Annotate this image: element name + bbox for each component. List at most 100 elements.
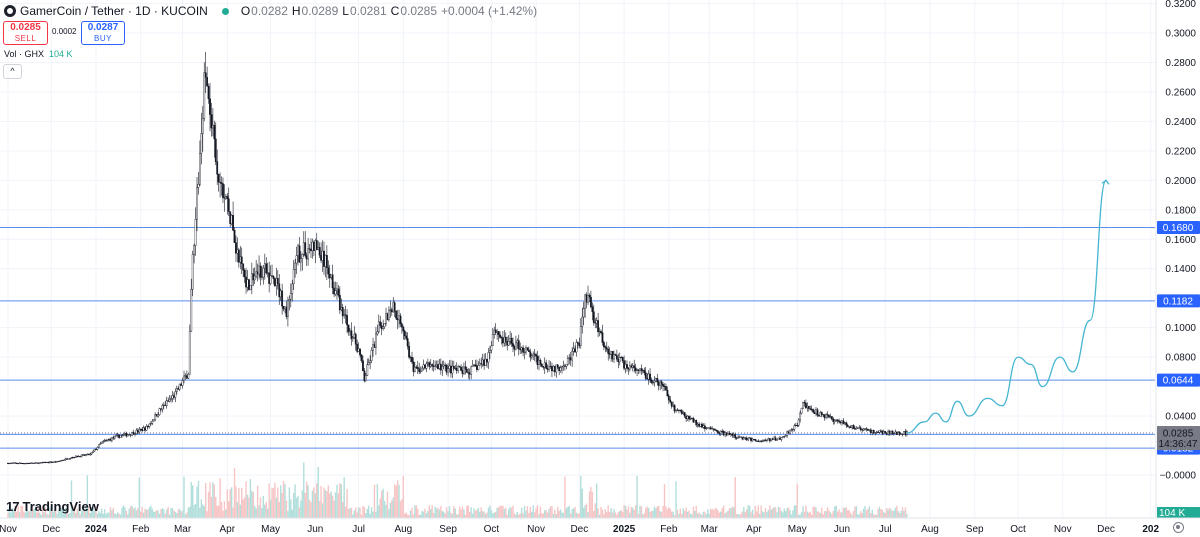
- volume-bar: [451, 513, 454, 518]
- volume-bar: [658, 505, 660, 518]
- volume-bar: [653, 506, 656, 518]
- volume-tag-label: 104 K: [1159, 508, 1185, 519]
- volume-bar: [105, 513, 107, 518]
- candle-body: [314, 240, 317, 251]
- candle-body: [780, 437, 783, 440]
- volume-bar: [274, 482, 276, 518]
- volume-bar: [285, 500, 288, 518]
- gamercoin-icon: [4, 5, 16, 17]
- candle-body: [732, 434, 735, 436]
- candle-body: [656, 378, 659, 383]
- volume-bar: [265, 501, 267, 518]
- chevron-up-icon[interactable]: ^: [3, 64, 22, 79]
- tradingview-logo[interactable]: 17 TradingView: [6, 497, 99, 515]
- candle-body: [568, 357, 571, 359]
- volume-legend[interactable]: Vol · GHX 104 K: [4, 49, 73, 59]
- volume-bar: [756, 511, 758, 518]
- candle-body: [689, 418, 692, 420]
- candle-body: [888, 431, 891, 434]
- candle-body: [226, 195, 229, 199]
- candle-body: [12, 462, 15, 464]
- volume-bar: [901, 507, 904, 518]
- volume-bar: [63, 514, 65, 518]
- volume-bar: [95, 506, 97, 518]
- volume-bar: [267, 508, 269, 518]
- candle-body: [402, 326, 405, 332]
- volume-bar: [890, 509, 892, 518]
- candle-body: [57, 461, 60, 463]
- volume-bar: [77, 510, 80, 518]
- volume-bar: [225, 509, 227, 518]
- candle-body: [360, 354, 363, 361]
- candle-body: [148, 423, 151, 427]
- candle-body: [523, 351, 526, 353]
- candle-body: [167, 400, 170, 402]
- volume-bar: [121, 507, 123, 518]
- volume-bar: [777, 506, 780, 518]
- time-tick-label: Oct: [484, 524, 500, 535]
- volume-bar: [191, 485, 194, 518]
- volume-bar: [308, 499, 311, 518]
- candle-body: [724, 432, 726, 436]
- candle-body: [504, 336, 507, 342]
- candle-body: [356, 344, 359, 352]
- candle-body: [699, 423, 702, 427]
- volume-bar: [356, 512, 358, 518]
- candle-body: [385, 313, 387, 324]
- buy-button[interactable]: 0.0287 BUY: [81, 21, 125, 45]
- candle-body: [845, 422, 848, 426]
- volume-bar: [831, 513, 833, 518]
- volume-bar: [828, 510, 830, 518]
- candle-body: [82, 454, 84, 456]
- time-tick-label: Apr: [746, 524, 762, 535]
- volume-bar: [466, 506, 468, 518]
- candle-body: [621, 357, 624, 361]
- volume-bar: [663, 484, 666, 518]
- volume-bar: [757, 505, 759, 518]
- candle-body: [63, 459, 66, 461]
- candle-body: [701, 423, 703, 428]
- gear-icon[interactable]: [1173, 522, 1184, 533]
- candle-body: [92, 450, 95, 453]
- time-axis: Nov Dec 2024 Feb Mar Apr May Jun Jul Aug Sep Oct Nov…: [0, 517, 1200, 535]
- volume-bar: [611, 512, 614, 518]
- candle-body: [536, 356, 539, 365]
- candle-body: [61, 460, 64, 462]
- candle-body: [99, 443, 102, 445]
- candle-body: [380, 325, 383, 330]
- candle-body: [87, 453, 90, 456]
- candle-body: [682, 412, 685, 414]
- candle-body: [727, 433, 729, 436]
- candle-body: [139, 428, 142, 430]
- volume-bar: [541, 513, 543, 518]
- candle-body: [839, 421, 842, 423]
- volume-bar: [248, 497, 250, 518]
- volume-bars: [7, 462, 908, 518]
- volume-bar: [414, 505, 416, 518]
- candle-body: [841, 420, 843, 423]
- volume-bar: [535, 507, 537, 518]
- candle-body: [207, 86, 210, 99]
- volume-bar: [536, 505, 539, 518]
- candle-body: [620, 357, 623, 359]
- volume-bar: [318, 500, 321, 518]
- price-tick-label: 0.1600: [1165, 235, 1196, 246]
- symbol-title[interactable]: GamerCoin / Tether · 1D · KUCOIN: [20, 4, 208, 18]
- volume-bar: [132, 508, 135, 518]
- candle-body: [129, 434, 132, 436]
- candle-body: [685, 415, 688, 419]
- volume-bar: [241, 487, 243, 518]
- sell-button[interactable]: 0.0285 SELL: [3, 21, 48, 45]
- candle-body: [237, 249, 240, 263]
- candle-body: [346, 315, 348, 326]
- time-tick-label: Jul: [352, 524, 365, 535]
- volume-bar: [880, 508, 882, 518]
- volume-bar: [842, 507, 845, 518]
- volume-bar: [178, 508, 181, 518]
- candle-body: [797, 419, 800, 426]
- candle-body: [164, 404, 167, 406]
- price-tick-label: 0.2800: [1165, 58, 1196, 69]
- candle-body: [7, 463, 9, 465]
- volume-bar: [476, 509, 478, 518]
